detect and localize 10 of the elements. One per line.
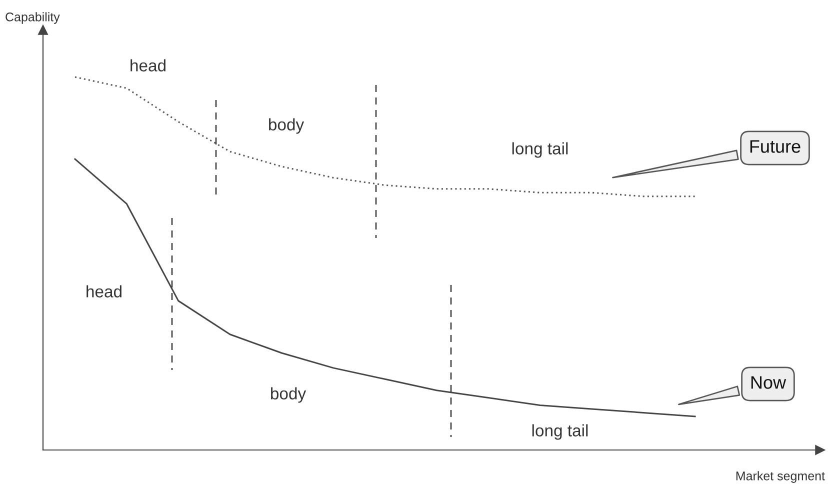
x-axis-title: Market segment	[736, 471, 825, 483]
text: Future	[750, 140, 800, 153]
annotation: long tail	[532, 424, 588, 440]
annotation: body	[271, 387, 306, 403]
text: Now	[751, 376, 786, 389]
annotation: body	[269, 118, 304, 134]
y-axis-title: Capability	[6, 12, 60, 24]
annotation: head	[86, 285, 122, 298]
annotation: long tail	[512, 142, 568, 158]
text: head	[130, 59, 166, 72]
